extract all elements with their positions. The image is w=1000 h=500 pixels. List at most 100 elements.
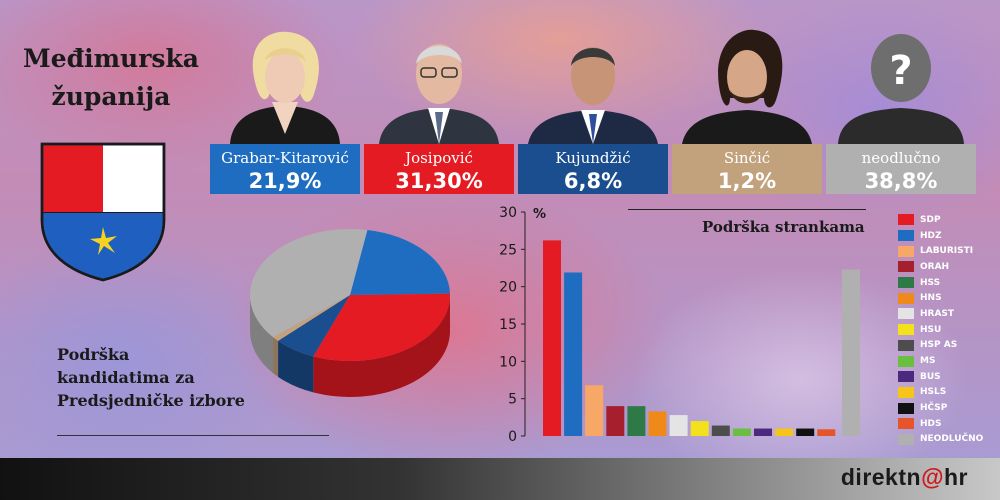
candidate-box-grabar-kitarovic: Grabar-Kitarović 21,9% xyxy=(210,144,360,194)
bar-sdp xyxy=(543,240,561,436)
coat-of-arms-icon xyxy=(40,142,166,282)
bar-hsu xyxy=(690,421,709,436)
candidate-percent: 1,2% xyxy=(717,169,777,193)
logo-prefix: direktn xyxy=(840,464,922,490)
legend-swatch xyxy=(898,402,914,414)
bar-hss xyxy=(627,406,646,436)
legend-label: NEODLUČNO xyxy=(920,434,984,445)
candidate-percent: 6,8% xyxy=(563,169,623,193)
legend-item: HSU xyxy=(898,322,990,338)
legend-swatch xyxy=(898,245,914,257)
legend-label: HRAST xyxy=(920,308,955,319)
legend-swatch xyxy=(898,277,914,289)
pie-side-sin-i- xyxy=(273,337,279,377)
y-tick-label: 20 xyxy=(499,280,517,296)
legend-item: HDZ xyxy=(898,228,990,244)
bar-hsls xyxy=(775,428,794,436)
candidate-pie-chart xyxy=(250,229,450,397)
candidate-box-josipovic: Josipović 31,30% xyxy=(364,144,514,194)
legend-label: LABURISTI xyxy=(920,246,974,257)
legend-label: HSP AS xyxy=(920,340,958,351)
candidate-name: Josipović xyxy=(405,149,473,167)
party-legend: SDP HDZ LABURISTI ORAH HSS HNS HRAST HSU HSP AS M… xyxy=(898,212,990,447)
pie-slice-sin-i- xyxy=(273,295,350,341)
legend-item: HSS xyxy=(898,275,990,291)
pie-slice-neodlu-no xyxy=(250,229,368,338)
legend-swatch xyxy=(898,324,914,336)
legend-swatch xyxy=(898,386,914,398)
legend-swatch xyxy=(898,230,914,242)
legend-item: HRAST xyxy=(898,306,990,322)
candidate-portrait-5: ? xyxy=(838,34,964,144)
party-bar-chart: 0 5 10 15 20 25 30% xyxy=(499,205,860,445)
bar-hds xyxy=(817,429,836,436)
y-axis-unit: % xyxy=(533,207,546,222)
candidate-support-label-line1: Podrška xyxy=(57,345,130,364)
legend-item: LABURISTI xyxy=(898,243,990,259)
region-title-line2: županija xyxy=(51,82,171,111)
legend-swatch xyxy=(898,433,914,445)
legend-item: HDS xyxy=(898,416,990,432)
bar-hns xyxy=(648,411,667,436)
bar-laburisti xyxy=(585,385,604,436)
legend-swatch xyxy=(898,418,914,430)
bar-neodlu-no xyxy=(842,269,860,436)
legend-swatch xyxy=(898,339,914,351)
legend-item: SDP xyxy=(898,212,990,228)
candidate-portrait-3 xyxy=(528,47,658,144)
candidate-support-label: Podrška kandidatima za Predsjedničke izb… xyxy=(57,343,245,412)
logo-at-icon: @ xyxy=(921,464,944,490)
y-tick-label: 10 xyxy=(499,354,517,370)
legend-item: HSP AS xyxy=(898,338,990,354)
legend-label: ORAH xyxy=(920,261,950,272)
brand-logo: direktn@hr xyxy=(841,464,968,491)
candidate-portrait-2 xyxy=(379,44,499,144)
legend-item: ORAH xyxy=(898,259,990,275)
legend-label: HDS xyxy=(920,418,942,429)
bar-h-sp xyxy=(796,428,815,436)
legend-swatch xyxy=(898,292,914,304)
legend-swatch xyxy=(898,214,914,226)
bar-hrast xyxy=(669,415,688,436)
legend-label: HČSP xyxy=(920,403,948,414)
candidate-box-kujundzic: Kujundžić 6,8% xyxy=(518,144,668,194)
pie-side-kujund-i- xyxy=(278,340,314,393)
candidate-name: Grabar-Kitarović xyxy=(221,149,349,167)
candidate-support-label-line2: kandidatima za xyxy=(57,368,195,387)
legend-swatch xyxy=(898,261,914,273)
candidate-box-neodlucno: neodlučno 38,8% xyxy=(826,144,976,194)
region-title: Međimurska županija xyxy=(22,40,200,116)
candidate-percent: 31,30% xyxy=(395,169,483,193)
bar-hsp-as xyxy=(711,425,730,436)
pie-side-neodlu-no xyxy=(250,295,274,374)
candidate-name: neodlučno xyxy=(861,149,941,167)
bar-orah xyxy=(606,406,625,436)
legend-item: HČSP xyxy=(898,400,990,416)
divider-rule xyxy=(57,435,329,436)
y-tick-label: 5 xyxy=(508,392,517,408)
legend-label: HDZ xyxy=(920,230,942,241)
party-title-rule xyxy=(628,209,866,210)
candidate-percent: 38,8% xyxy=(864,169,938,193)
candidate-portrait-4 xyxy=(682,29,812,144)
legend-label: HNS xyxy=(920,293,942,304)
legend-label: MS xyxy=(920,356,936,367)
logo-suffix: hr xyxy=(944,464,968,490)
candidate-name: Kujundžić xyxy=(555,149,631,167)
pie-side-josipovi- xyxy=(313,295,450,397)
region-title-line1: Međimurska xyxy=(23,44,199,73)
legend-item: MS xyxy=(898,353,990,369)
pie-slice-josipovi- xyxy=(313,293,450,361)
legend-item: HSLS xyxy=(898,385,990,401)
legend-swatch xyxy=(898,308,914,320)
bar-ms xyxy=(732,428,751,436)
bar-bus xyxy=(754,428,772,436)
legend-swatch xyxy=(898,371,914,383)
legend-label: HSU xyxy=(920,324,942,335)
candidate-box-sincic: Sinčić 1,2% xyxy=(672,144,822,194)
party-support-title: Podrška strankama xyxy=(702,218,865,236)
pie-slice-kujund-i- xyxy=(278,295,350,357)
legend-label: BUS xyxy=(920,371,941,382)
y-tick-label: 30 xyxy=(499,205,517,221)
legend-label: SDP xyxy=(920,214,941,225)
